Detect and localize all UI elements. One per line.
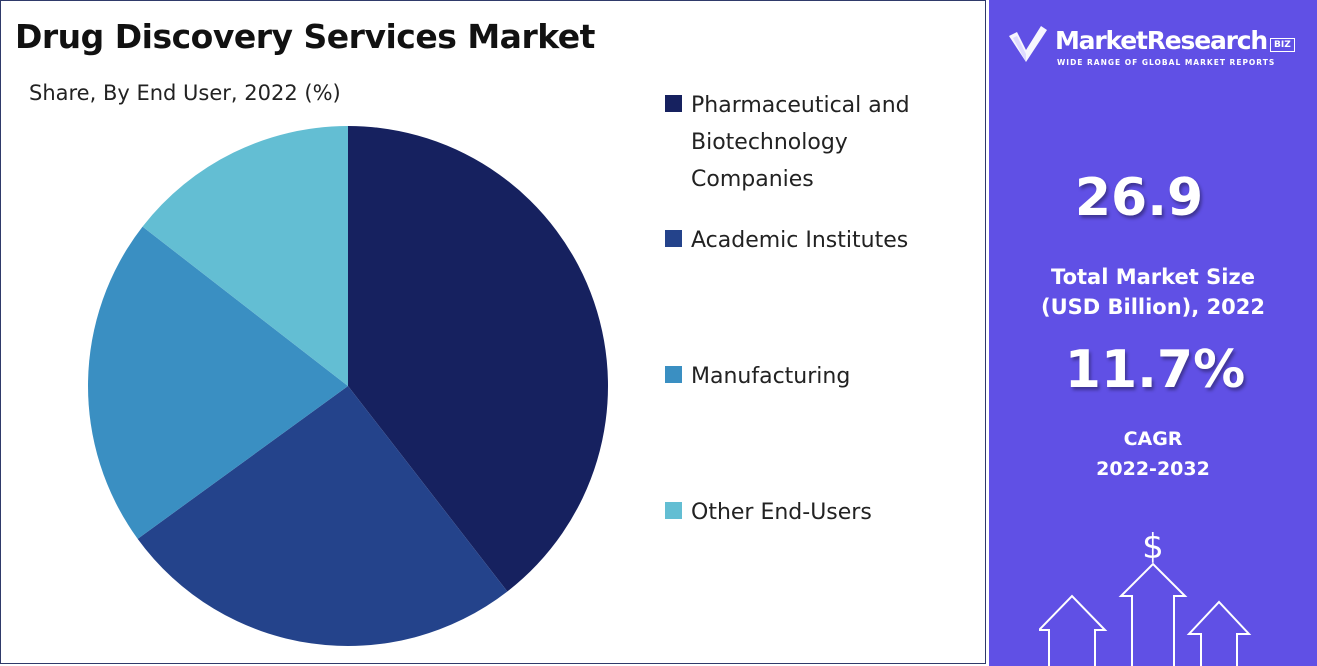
market-size-label-line1: Total Market Size <box>1051 265 1255 289</box>
pie-slice-pharma <box>348 126 609 592</box>
dollar-sign-icon: $ <box>1142 527 1164 567</box>
cagr-label-line1: CAGR <box>1123 428 1183 450</box>
cagr-label-line2: 2022-2032 <box>1096 458 1210 480</box>
pie-slice-other <box>142 126 348 386</box>
legend-swatch-pharma <box>665 95 682 112</box>
growth-arrows-icon: $ <box>1039 527 1252 666</box>
checkmark-logo-icon <box>1009 26 1047 62</box>
legend-swatch-manufacturing <box>665 366 682 383</box>
legend-label-academic: Academic Institutes <box>691 228 909 253</box>
legend-item-other: Other End-Users <box>665 494 971 531</box>
summary-panel: MarketResearch BIZ WIDE RANGE OF GLOBAL M… <box>989 0 1317 666</box>
legend-label-pharma: Pharmaceutical and Biotechnology Compani… <box>691 93 910 192</box>
brand-name-text: MarketResearch <box>1055 26 1268 55</box>
brand-tagline: WIDE RANGE OF GLOBAL MARKET REPORTS <box>1057 58 1276 67</box>
brand-logo: MarketResearch BIZ WIDE RANGE OF GLOBAL M… <box>1007 24 1307 74</box>
cagr-value: 11.7% <box>1064 340 1246 400</box>
legend-label-manufacturing: Manufacturing <box>691 364 851 389</box>
market-size-label: Total Market Size (USD Billion), 2022 <box>989 262 1317 322</box>
legend-swatch-academic <box>665 230 682 247</box>
chart-subtitle: Share, By End User, 2022 (%) <box>29 81 341 105</box>
legend-label-other: Other End-Users <box>691 500 872 525</box>
legend-item-manufacturing: Manufacturing <box>665 358 971 395</box>
market-size-label-line2: (USD Billion), 2022 <box>1040 295 1266 319</box>
legend-item-academic: Academic Institutes <box>665 222 971 259</box>
chart-title: Drug Discovery Services Market <box>15 17 595 56</box>
pie-slice-manufacturing <box>88 226 349 539</box>
market-size-value: 26.9 <box>1074 168 1204 228</box>
pie-slice-academic <box>137 386 508 646</box>
legend-item-pharma: Pharmaceutical and Biotechnology Compani… <box>665 87 971 198</box>
legend-swatch-other <box>665 502 682 519</box>
brand-name: MarketResearch BIZ <box>1055 26 1295 55</box>
brand-badge: BIZ <box>1270 38 1295 52</box>
chart-panel: Drug Discovery Services Market Share, By… <box>0 0 986 664</box>
cagr-label: CAGR 2022-2032 <box>989 424 1317 484</box>
pie-chart <box>88 126 609 646</box>
